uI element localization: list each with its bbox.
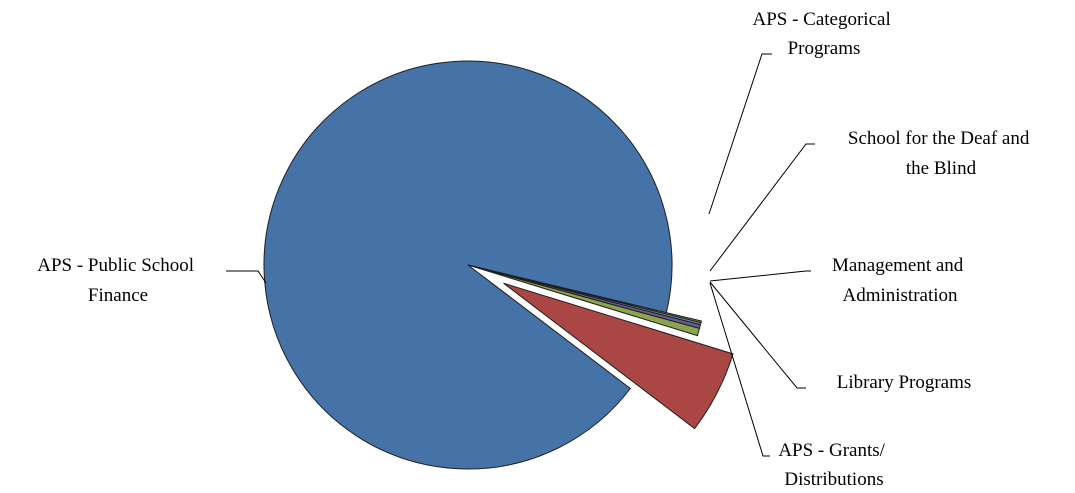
label-deaf-and-blind: School for the Deaf and the Blind: [848, 128, 1034, 179]
leader-line-management-administration: [709, 270, 811, 282]
leader-line-deaf-and-blind: [709, 143, 815, 272]
pie-slice-grants-distributions: [467, 264, 702, 324]
leader-line-categorical-programs: [708, 53, 772, 215]
label-grants-distributions: APS - Grants/ Distributions: [778, 440, 889, 490]
label-library-programs: Library Programs: [837, 372, 972, 393]
leader-line-grants-distributions: [709, 282, 770, 457]
label-public-school-finance: APS - Public School Finance: [37, 255, 199, 306]
leader-line-public-school-finance: [226, 270, 267, 284]
label-management-administration: Management and Administration: [832, 255, 968, 306]
leader-lines: [226, 53, 815, 457]
label-categorical-programs: APS - Categorical Programs: [752, 9, 895, 59]
leader-line-library-programs: [709, 281, 806, 389]
pie-slice-categorical-programs: [503, 282, 734, 430]
pie-slices: [263, 60, 734, 470]
